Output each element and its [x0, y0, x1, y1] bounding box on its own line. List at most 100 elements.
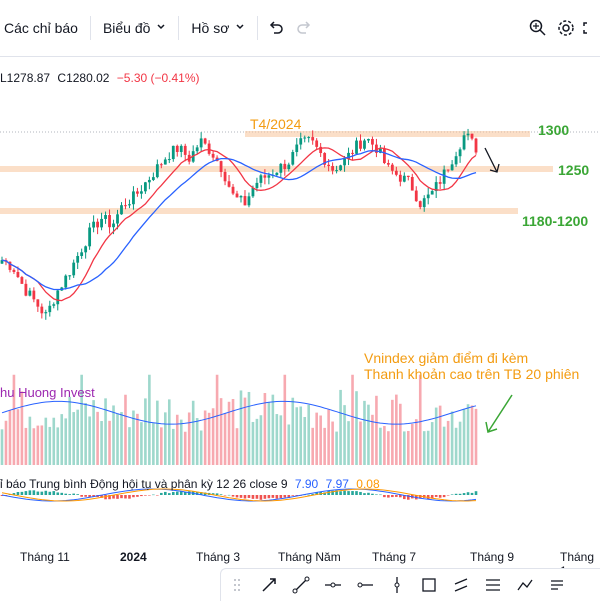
volume-bar — [291, 397, 295, 465]
macd-histogram-bar — [40, 491, 44, 495]
candle-body — [167, 159, 171, 161]
macd-histogram-bar — [148, 495, 151, 496]
macd-histogram-bar — [72, 493, 75, 495]
volume-bar — [68, 396, 72, 465]
macd-histogram-bar — [271, 495, 275, 498]
volume-bar — [391, 399, 394, 465]
ohlc-low: L1278.87 — [0, 71, 51, 85]
vertical-line-icon[interactable] — [381, 569, 413, 601]
macd-histogram-bar — [375, 494, 378, 495]
macd-histogram-bar — [263, 495, 267, 499]
top-toolbar: Các chỉ báo Biểu đồ Hồ sơ — [0, 0, 600, 57]
drag-handle-icon[interactable] — [221, 569, 253, 601]
volume-bar — [303, 416, 307, 465]
trend-line-icon[interactable] — [285, 569, 317, 601]
macd-signal-line — [1, 488, 477, 502]
candle-body — [56, 290, 60, 305]
volume-bar — [124, 394, 127, 465]
candle-body — [283, 163, 287, 170]
candle-body — [442, 169, 446, 184]
volume-bar — [179, 419, 183, 465]
macd-histogram-bar — [175, 491, 179, 495]
volume-bar — [395, 394, 398, 465]
candle-body — [450, 164, 454, 171]
gear-icon[interactable] — [552, 0, 580, 56]
text-tool-icon[interactable] — [541, 569, 573, 601]
macd-histogram-bar — [331, 490, 334, 495]
candle-body — [355, 140, 358, 154]
volume-bar — [399, 403, 402, 465]
candle-body — [422, 198, 426, 208]
candle-body — [367, 138, 370, 141]
volume-bar — [36, 425, 40, 465]
macd-histogram-bar — [267, 495, 271, 499]
profile-menu-button[interactable]: Hồ sơ — [183, 0, 253, 56]
horizontal-ray-icon[interactable] — [349, 569, 381, 601]
fullscreen-icon[interactable] — [580, 0, 600, 56]
volume-bar — [52, 417, 56, 465]
macd-histogram-bar — [450, 494, 454, 495]
macd-histogram-bar — [339, 491, 342, 495]
volume-bar — [219, 398, 223, 465]
volume-bar — [160, 427, 163, 465]
candle-body — [295, 144, 299, 153]
candle-body — [390, 164, 394, 171]
rectangle-icon[interactable] — [413, 569, 445, 601]
volume-bar — [40, 425, 44, 465]
volume-bar — [351, 374, 354, 465]
candle-body — [382, 148, 386, 164]
volume-bar — [422, 431, 426, 465]
candle-body — [12, 269, 16, 272]
volume-bar — [8, 410, 12, 465]
candle-body — [243, 196, 247, 206]
ohlc-change: −5.30 (−0.41%) — [116, 71, 200, 85]
redo-icon[interactable] — [290, 0, 318, 56]
candle-body — [120, 205, 123, 215]
candle-body — [402, 175, 406, 182]
drawing-toolbar — [220, 568, 600, 601]
fib-icon[interactable] — [477, 569, 509, 601]
candle-body — [16, 271, 20, 278]
toolbar-divider — [89, 16, 91, 40]
volume-bar — [144, 398, 147, 465]
candle-body — [343, 158, 346, 166]
candle-body — [80, 252, 84, 256]
arrow-tool-icon[interactable] — [253, 569, 285, 601]
volume-bar — [295, 407, 299, 465]
candle-body — [458, 149, 462, 157]
chevron-down-icon — [156, 22, 166, 35]
macd-histogram-bar — [16, 492, 20, 495]
candle-body — [414, 190, 418, 202]
macd-histogram-bar — [247, 495, 251, 498]
level-1250-label: 1250 — [558, 162, 590, 178]
level-1180-label: 1180-1200 — [522, 213, 589, 229]
volume-bar — [359, 421, 362, 465]
candle-body — [394, 170, 398, 175]
indicators-button[interactable]: Các chỉ báo — [0, 0, 86, 56]
undo-icon[interactable] — [262, 0, 290, 56]
candle-body — [247, 196, 251, 206]
macd-histogram-bar — [195, 491, 199, 495]
macd-histogram-bar — [470, 492, 474, 495]
price-chart[interactable] — [0, 90, 600, 540]
macd-histogram-bar — [387, 495, 390, 498]
macd-histogram-bar — [108, 495, 111, 500]
macd-histogram-bar — [391, 495, 394, 498]
volume-bar — [80, 374, 83, 465]
macd-histogram-bar — [132, 495, 135, 498]
volume-bar — [195, 418, 199, 465]
parallel-channel-icon[interactable] — [445, 569, 477, 601]
candle-body — [379, 148, 382, 153]
time-label: Tháng Năm — [278, 550, 341, 564]
candle-body — [159, 164, 163, 166]
path-icon[interactable] — [509, 569, 541, 601]
candle-body — [231, 186, 235, 194]
volume-bar — [44, 417, 48, 465]
horizontal-line-icon[interactable] — [317, 569, 349, 601]
candle-body — [227, 181, 231, 187]
macd-histogram-bar — [80, 495, 83, 497]
zoom-icon[interactable] — [524, 0, 552, 56]
chart-menu-button[interactable]: Biểu đồ — [95, 0, 174, 56]
period-annotation: T4/2024 — [250, 116, 302, 132]
volume-bar — [199, 430, 203, 465]
